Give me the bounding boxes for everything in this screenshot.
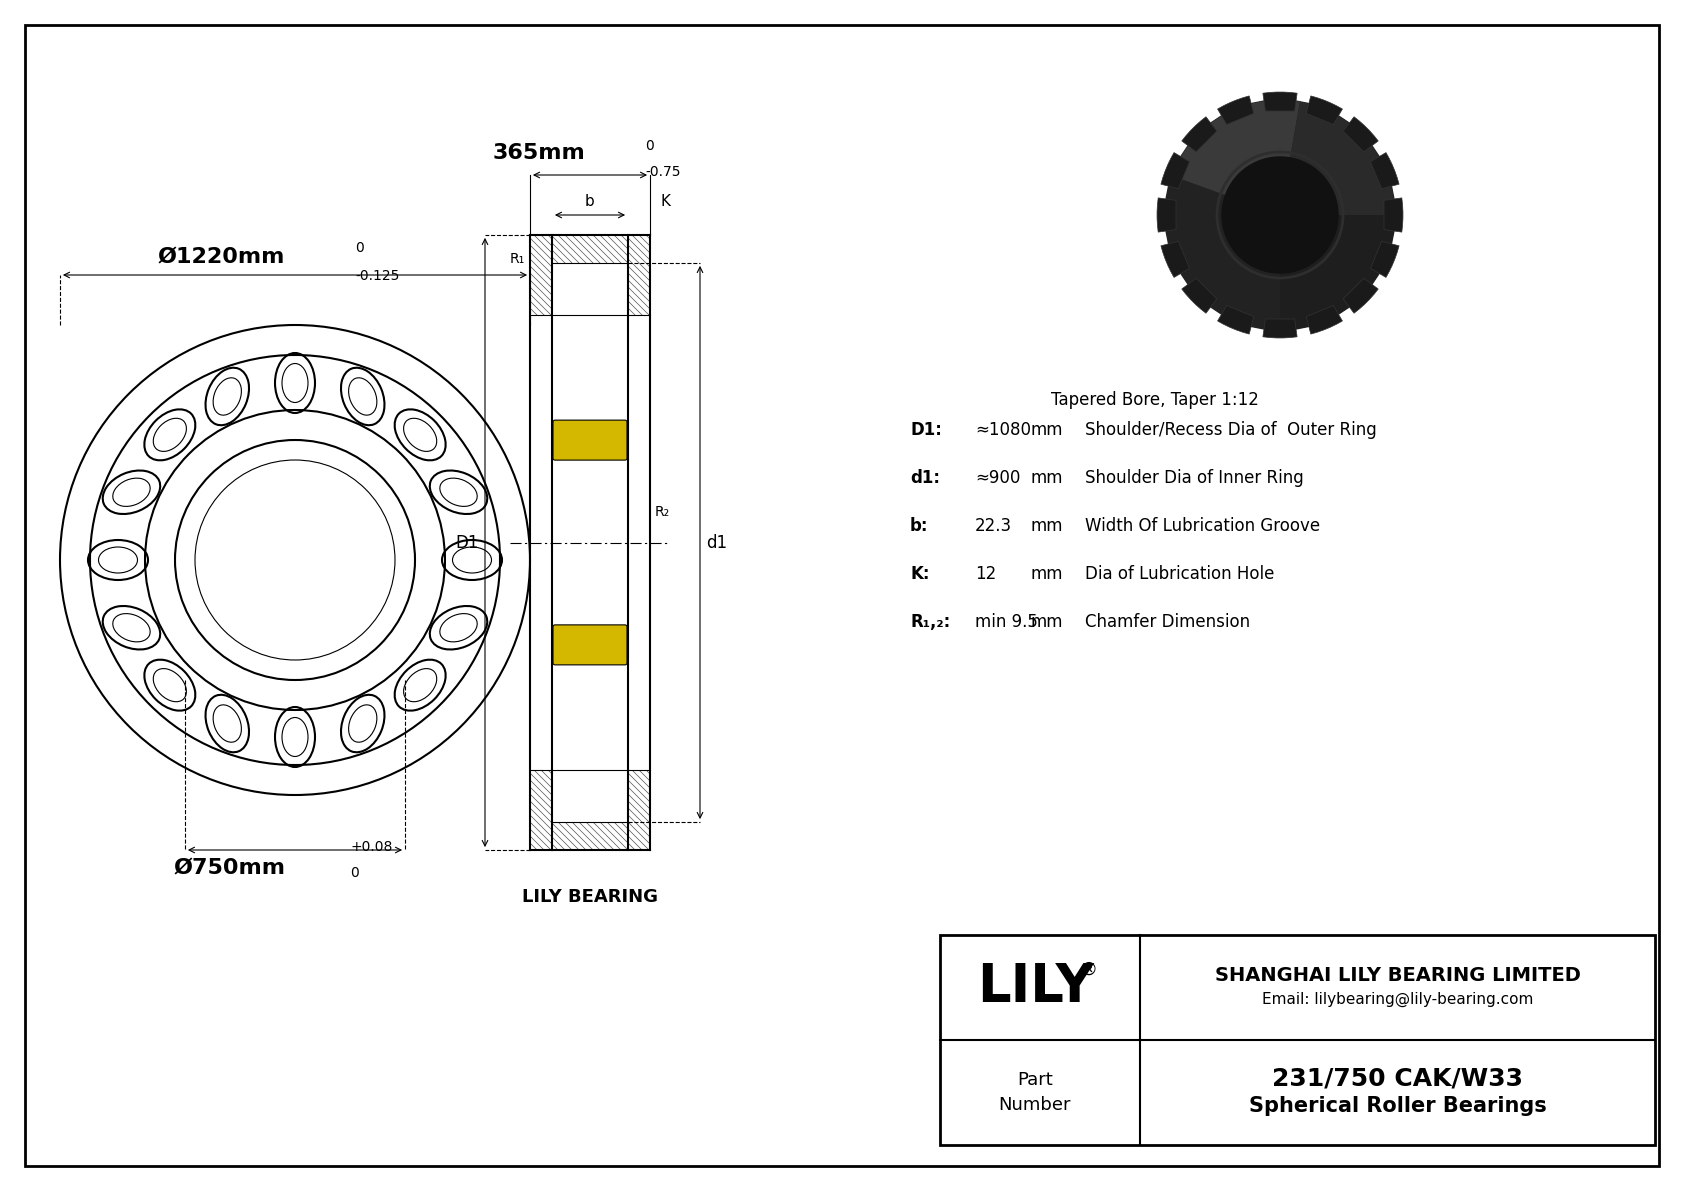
Polygon shape — [1218, 305, 1253, 335]
Polygon shape — [1160, 152, 1189, 188]
Text: Width Of Lubrication Groove: Width Of Lubrication Groove — [1084, 517, 1320, 535]
Text: 365mm: 365mm — [492, 143, 584, 163]
Polygon shape — [1218, 96, 1253, 125]
Text: mm: mm — [1031, 613, 1063, 631]
Text: Dia of Lubrication Hole: Dia of Lubrication Hole — [1084, 565, 1275, 584]
Text: mm: mm — [1031, 469, 1063, 487]
Text: ≈1080: ≈1080 — [975, 420, 1031, 439]
Polygon shape — [1344, 279, 1378, 313]
Text: min 9.5: min 9.5 — [975, 613, 1037, 631]
Polygon shape — [1182, 279, 1218, 313]
Text: Spherical Roller Bearings: Spherical Roller Bearings — [1248, 1097, 1546, 1116]
Text: 0: 0 — [355, 241, 364, 255]
Polygon shape — [1344, 117, 1378, 151]
Text: 0: 0 — [645, 139, 653, 152]
Text: ®: ® — [1079, 960, 1096, 979]
Bar — [940, 935, 1655, 1145]
Text: LILY BEARING: LILY BEARING — [522, 888, 658, 906]
Text: 22.3: 22.3 — [975, 517, 1012, 535]
Text: +0.08: +0.08 — [350, 840, 392, 854]
Text: K:: K: — [909, 565, 930, 584]
Polygon shape — [1307, 96, 1342, 125]
Polygon shape — [1263, 92, 1297, 111]
Text: SHANGHAI LILY BEARING LIMITED: SHANGHAI LILY BEARING LIMITED — [1214, 966, 1581, 985]
Text: d1: d1 — [706, 534, 727, 551]
Text: R₂: R₂ — [655, 505, 670, 519]
Wedge shape — [1280, 101, 1394, 216]
Text: 12: 12 — [975, 565, 997, 584]
Text: b: b — [584, 194, 594, 208]
Text: -0.125: -0.125 — [355, 269, 399, 283]
Circle shape — [1165, 100, 1394, 330]
Text: d1:: d1: — [909, 469, 940, 487]
Circle shape — [1223, 157, 1339, 273]
Text: 0: 0 — [350, 866, 359, 880]
Text: Shoulder/Recess Dia of  Outer Ring: Shoulder/Recess Dia of Outer Ring — [1084, 420, 1378, 439]
Text: K: K — [660, 194, 670, 208]
Text: -0.75: -0.75 — [645, 166, 680, 179]
FancyBboxPatch shape — [552, 420, 626, 460]
Text: Shoulder Dia of Inner Ring: Shoulder Dia of Inner Ring — [1084, 469, 1303, 487]
Polygon shape — [1371, 152, 1399, 188]
Text: Email: lilybearing@lily-bearing.com: Email: lilybearing@lily-bearing.com — [1261, 992, 1532, 1008]
Text: Ø750mm: Ø750mm — [173, 858, 285, 878]
Text: Part
Number: Part Number — [999, 1071, 1071, 1114]
Text: mm: mm — [1031, 420, 1063, 439]
Text: 231/750 CAK/W33: 231/750 CAK/W33 — [1271, 1066, 1522, 1091]
Polygon shape — [1182, 117, 1218, 151]
Text: R₁: R₁ — [510, 252, 525, 266]
Polygon shape — [1157, 198, 1175, 232]
Text: mm: mm — [1031, 517, 1063, 535]
Text: Chamfer Dimension: Chamfer Dimension — [1084, 613, 1250, 631]
Polygon shape — [1160, 242, 1189, 278]
Text: ≈900: ≈900 — [975, 469, 1021, 487]
Polygon shape — [1384, 198, 1403, 232]
Wedge shape — [1172, 100, 1300, 216]
Polygon shape — [1371, 242, 1399, 278]
Text: b:: b: — [909, 517, 928, 535]
Polygon shape — [1263, 319, 1297, 338]
Text: D1:: D1: — [909, 420, 941, 439]
Text: D1: D1 — [455, 534, 478, 551]
Text: Ø1220mm: Ø1220mm — [158, 247, 285, 267]
FancyBboxPatch shape — [552, 625, 626, 665]
Text: Tapered Bore, Taper 1:12: Tapered Bore, Taper 1:12 — [1051, 391, 1260, 409]
Text: mm: mm — [1031, 565, 1063, 584]
Polygon shape — [1307, 305, 1342, 335]
Text: LILY: LILY — [977, 961, 1093, 1014]
Wedge shape — [1280, 216, 1394, 330]
Text: R₁,₂:: R₁,₂: — [909, 613, 950, 631]
